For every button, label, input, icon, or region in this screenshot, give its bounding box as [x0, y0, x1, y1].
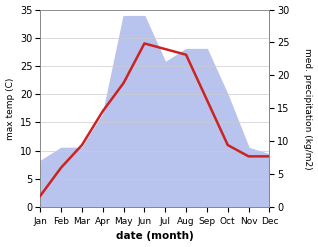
X-axis label: date (month): date (month)	[116, 231, 194, 242]
Y-axis label: med. precipitation (kg/m2): med. precipitation (kg/m2)	[303, 48, 313, 169]
Y-axis label: max temp (C): max temp (C)	[5, 77, 15, 140]
